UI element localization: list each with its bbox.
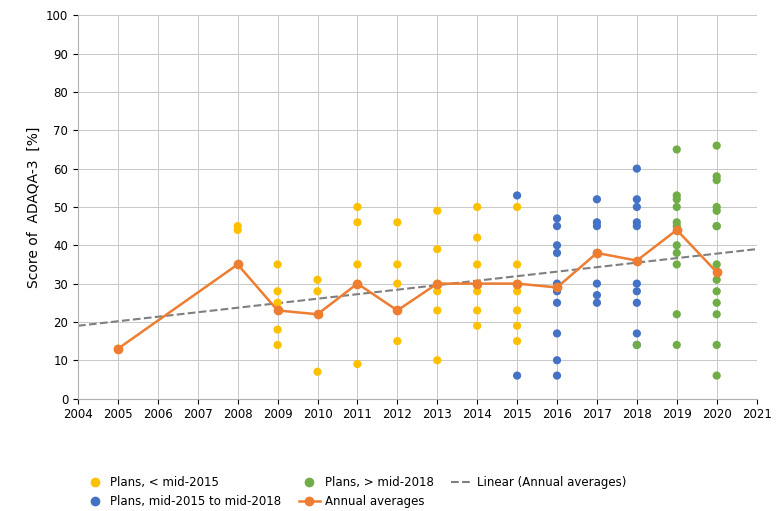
Point (112, 344, 124, 353)
Point (271, 326, 284, 334)
Point (630, 341, 643, 349)
Legend: Plans, < mid-2015, Plans, mid-2015 to mid-2018, Plans, > mid-2018, Annual averag: Plans, < mid-2015, Plans, mid-2015 to mi… (84, 476, 626, 507)
Point (311, 368, 324, 376)
Point (671, 249, 683, 257)
Point (590, 291, 603, 299)
Point (671, 341, 683, 349)
Point (630, 287, 643, 295)
Point (711, 222, 723, 230)
Point (511, 191, 523, 199)
Point (711, 371, 723, 380)
Point (551, 287, 563, 295)
Y-axis label: Score of  ADAQA-3  [%]: Score of ADAQA-3 [%] (27, 126, 41, 288)
Point (551, 330, 563, 338)
Point (511, 280, 523, 288)
Point (511, 337, 523, 345)
Point (232, 222, 244, 230)
Point (271, 341, 284, 349)
Point (590, 298, 603, 307)
Point (711, 176, 723, 184)
Point (590, 280, 603, 288)
Point (431, 245, 444, 253)
Point (711, 207, 723, 215)
Point (711, 222, 723, 230)
Point (391, 280, 403, 288)
Point (630, 195, 643, 203)
Point (671, 218, 683, 226)
Point (551, 215, 563, 223)
Point (630, 218, 643, 226)
Point (471, 307, 484, 315)
Point (431, 207, 444, 215)
Point (711, 287, 723, 295)
Point (551, 280, 563, 288)
Point (431, 287, 444, 295)
Point (351, 203, 363, 211)
Point (630, 330, 643, 338)
Point (630, 298, 643, 307)
Point (551, 356, 563, 364)
Point (711, 298, 723, 307)
Point (471, 261, 484, 269)
Point (711, 203, 723, 211)
Point (511, 287, 523, 295)
Point (351, 360, 363, 368)
Point (311, 276, 324, 284)
Point (232, 226, 244, 234)
Point (471, 280, 484, 288)
Point (271, 298, 284, 307)
Point (590, 218, 603, 226)
Point (590, 249, 603, 257)
Point (431, 280, 444, 288)
Point (511, 261, 523, 269)
Point (711, 276, 723, 284)
Point (471, 287, 484, 295)
Point (630, 341, 643, 349)
Point (351, 280, 363, 288)
Point (551, 249, 563, 257)
Point (590, 222, 603, 230)
Point (311, 287, 324, 295)
Point (431, 356, 444, 364)
Point (711, 142, 723, 150)
Point (391, 261, 403, 269)
Point (671, 241, 683, 249)
Point (671, 310, 683, 318)
Point (671, 145, 683, 153)
Point (671, 222, 683, 230)
Point (271, 287, 284, 295)
Point (551, 222, 563, 230)
Point (711, 172, 723, 180)
Point (391, 307, 403, 315)
Point (511, 203, 523, 211)
Point (431, 307, 444, 315)
Point (711, 341, 723, 349)
Point (671, 203, 683, 211)
Point (671, 191, 683, 199)
Point (511, 322, 523, 330)
Point (391, 218, 403, 226)
Point (630, 222, 643, 230)
Point (511, 371, 523, 380)
Point (471, 234, 484, 242)
Point (671, 195, 683, 203)
Point (630, 165, 643, 173)
Point (630, 203, 643, 211)
Point (711, 310, 723, 318)
Point (671, 261, 683, 269)
Point (630, 280, 643, 288)
Point (551, 371, 563, 380)
Point (391, 337, 403, 345)
Point (471, 203, 484, 211)
Point (511, 307, 523, 315)
Point (590, 195, 603, 203)
Point (351, 261, 363, 269)
Point (271, 261, 284, 269)
Point (551, 241, 563, 249)
Point (471, 322, 484, 330)
Point (351, 218, 363, 226)
Point (711, 261, 723, 269)
Point (551, 298, 563, 307)
